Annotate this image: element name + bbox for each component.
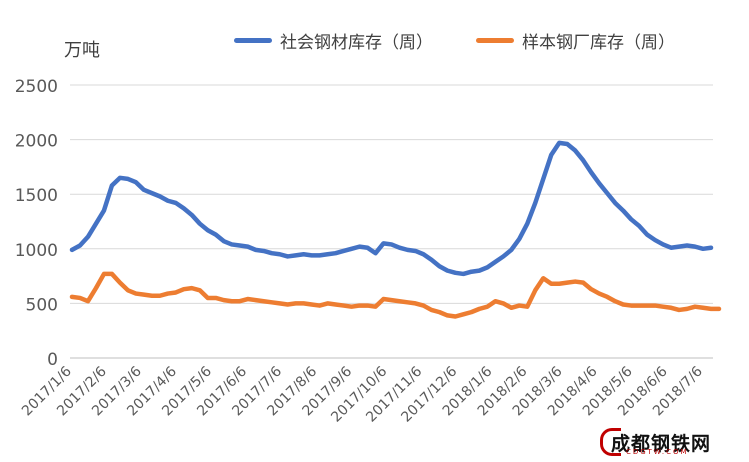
legend-label-social-inventory: 社会钢材库存（周） — [280, 33, 433, 53]
gridlines — [70, 84, 713, 359]
legend-item-mill-inventory: 样本钢厂库存（周） — [476, 28, 675, 53]
series-group — [69, 140, 722, 319]
logo-mark-icon — [600, 428, 621, 456]
x-axis: 2017/1/62017/2/62017/3/62017/4/62017/5/6… — [19, 363, 706, 425]
y-axis: 0 500 1000 1500 2000 2500 — [15, 77, 58, 370]
watermark-text: 成都钢铁网 — [611, 432, 712, 455]
legend-swatch-social-inventory — [234, 38, 272, 43]
y-tick-label-1000: 1000 — [15, 241, 58, 261]
legend-label-mill-inventory: 样本钢厂库存（周） — [522, 33, 675, 53]
y-axis-unit-label: 万吨 — [64, 40, 100, 61]
legend-item-social-inventory: 社会钢材库存（周） — [234, 28, 433, 53]
y-tick-label-500: 500 — [26, 295, 58, 315]
legend-swatch-mill-inventory — [476, 38, 514, 43]
y-tick-label-2000: 2000 — [15, 132, 58, 152]
watermark-subtext: CDGTW.COM — [626, 448, 689, 456]
watermark-logo: 成都钢铁网 CDGTW.COM — [600, 428, 711, 456]
y-tick-label-0: 0 — [47, 350, 58, 370]
series-line-mill-inventory — [69, 271, 722, 319]
y-tick-label-1500: 1500 — [15, 186, 58, 206]
y-tick-label-2500: 2500 — [15, 77, 58, 97]
series-line-social-inventory — [69, 140, 714, 277]
